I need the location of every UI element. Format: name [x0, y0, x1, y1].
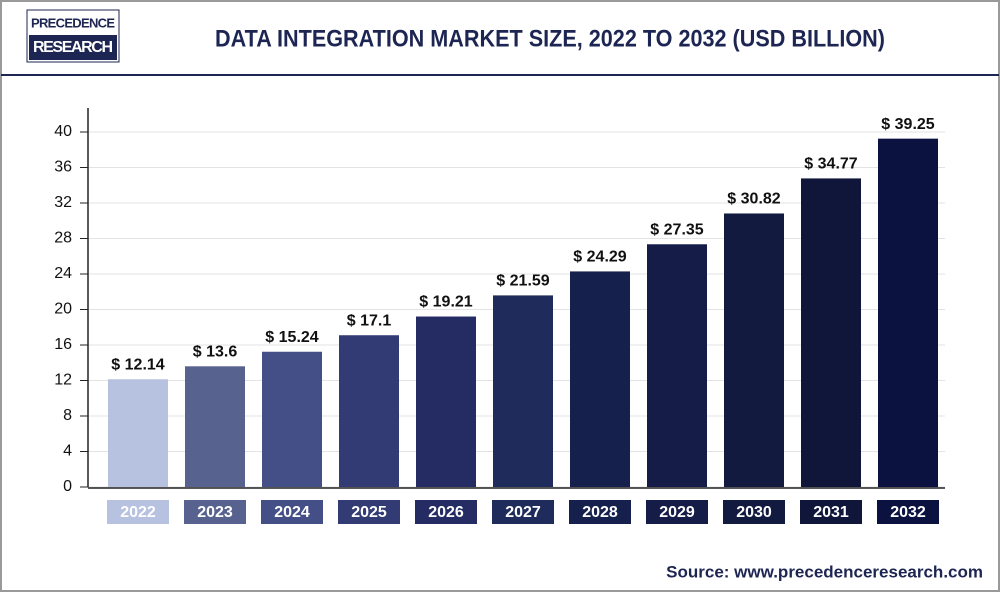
x-tick-label: 2027: [505, 504, 541, 521]
x-tick-label: 2030: [736, 504, 772, 521]
category-box: [338, 500, 400, 524]
logo-band: [29, 35, 117, 60]
data-label: $ 19.21: [419, 294, 472, 311]
data-label: $ 39.25: [881, 116, 934, 133]
y-tick-label: 8: [63, 407, 72, 424]
category-box: [184, 500, 246, 524]
x-tick-label: 2025: [351, 504, 387, 521]
bar: [647, 244, 707, 487]
data-label: $ 17.1: [347, 312, 392, 329]
data-label: $ 27.35: [650, 221, 703, 238]
y-tick-label: 36: [54, 159, 72, 176]
x-tick-label: 2022: [120, 504, 156, 521]
category-box: [646, 500, 708, 524]
bar: [262, 351, 322, 487]
y-tick-label: 24: [54, 265, 72, 282]
data-label: $ 13.6: [193, 344, 238, 361]
bar: [878, 138, 938, 487]
y-tick-label: 28: [54, 230, 72, 247]
source: Source: www.precedenceresearch.com: [666, 562, 983, 581]
y-tick-label: 32: [54, 194, 72, 211]
category-box: [800, 500, 862, 524]
logo-text: RESEARCH: [33, 39, 113, 56]
y-tick-label: 4: [63, 443, 72, 460]
category-box: [569, 500, 631, 524]
y-tick-label: 16: [54, 336, 72, 353]
bar: [724, 213, 784, 487]
category-box: [877, 500, 939, 524]
x-tick-label: 2032: [890, 504, 926, 521]
data-label: $ 30.82: [727, 191, 780, 208]
y-tick-label: 12: [54, 372, 72, 389]
data-label: $ 12.14: [111, 356, 164, 373]
bar: [185, 366, 245, 487]
bar: [416, 316, 476, 487]
bar: [108, 379, 168, 487]
y-tick-label: 40: [54, 123, 72, 140]
x-tick-label: 2026: [428, 504, 464, 521]
bar: [493, 295, 553, 487]
chart-title: DATA INTEGRATION MARKET SIZE, 2022 TO 20…: [215, 25, 885, 52]
category-box: [107, 500, 169, 524]
y-tick-label: 20: [54, 301, 72, 318]
data-label: $ 24.29: [573, 249, 626, 266]
data-label: $ 15.24: [265, 329, 318, 346]
category-box: [723, 500, 785, 524]
y-tick-label: 0: [63, 478, 72, 495]
x-tick-label: 2024: [274, 504, 310, 521]
data-label: $ 34.77: [804, 156, 857, 173]
logo-text: PRECEDENCE: [31, 15, 115, 30]
bar: [801, 178, 861, 487]
x-tick-label: 2029: [659, 504, 695, 521]
x-tick-label: 2028: [582, 504, 618, 521]
category-box: [261, 500, 323, 524]
data-label: $ 21.59: [496, 273, 549, 290]
category-box: [415, 500, 477, 524]
x-tick-label: 2031: [813, 504, 849, 521]
bar: [339, 335, 399, 487]
x-tick-label: 2023: [197, 504, 233, 521]
category-box: [492, 500, 554, 524]
bar: [570, 271, 630, 487]
